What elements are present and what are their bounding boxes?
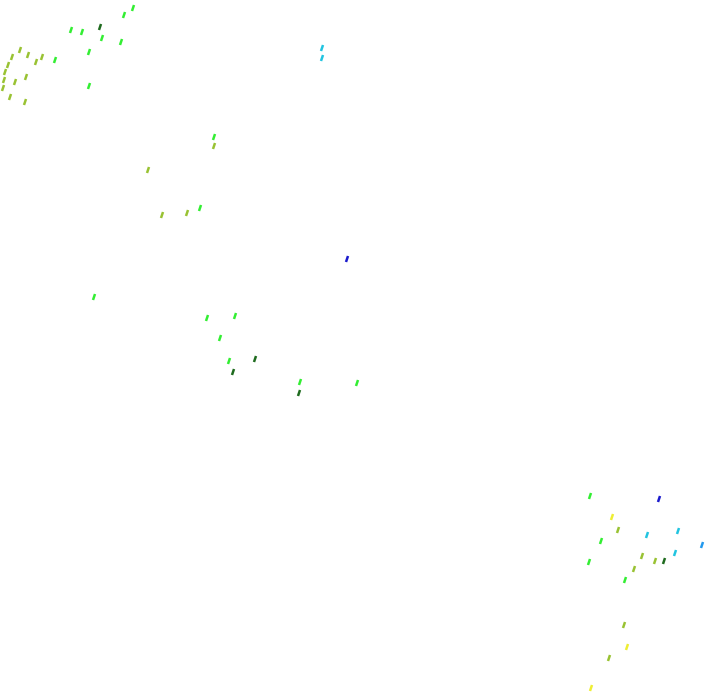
dash-mark [52,56,58,64]
dash-mark [217,334,223,342]
dash-mark [197,204,203,212]
dash-mark [7,93,13,101]
dash-mark [297,378,303,386]
dash-mark [699,541,705,549]
dash-mark [184,209,190,217]
dash-mark [39,53,45,61]
dash-mark [639,552,645,560]
dash-mark [2,68,8,76]
dash-mark [145,166,151,174]
dash-mark [79,28,85,36]
dash-mark [1,76,7,84]
dash-mark [33,58,39,66]
dash-mark [319,44,325,52]
dash-mark [644,531,650,539]
dash-mark [5,61,11,69]
dash-mark [25,51,31,59]
dash-mark [226,357,232,365]
dash-mark [23,73,29,81]
dash-mark [230,368,236,376]
dash-mark [0,84,6,92]
dash-mark [588,684,594,692]
dash-mark [622,576,628,584]
dash-mark [615,526,621,534]
dash-mark [86,82,92,90]
dash-mark [204,314,210,322]
dash-mark [624,643,630,651]
dash-mark [598,537,604,545]
dash-mark [621,621,627,629]
dash-mark [652,557,658,565]
dash-mark [9,53,15,61]
dash-mark [661,557,667,565]
dash-mark [22,98,28,106]
dash-mark [586,558,592,566]
dash-mark [118,38,124,46]
dash-mark [587,492,593,500]
dash-mark [121,11,127,19]
mark-layer [0,4,705,692]
dash-mark [319,54,325,62]
dash-mark [232,312,238,320]
dash-mark [91,293,97,301]
dash-mark [97,23,103,31]
dash-mark [672,549,678,557]
dash-mark [675,527,681,535]
dash-mark [130,4,136,12]
dash-mark [159,211,165,219]
dash-mark [99,34,105,42]
dash-mark [12,78,18,86]
dash-mark [296,389,302,397]
dash-mark [252,355,258,363]
dash-mark [211,142,217,150]
dash-mark [609,513,615,521]
dash-mark [344,255,350,263]
dash-mark [86,48,92,56]
dash-mark [68,26,74,34]
dash-mark [211,133,217,141]
dash-mark [354,379,360,387]
dash-mark [631,565,637,573]
dash-mark [17,46,23,54]
dash-mark [656,495,662,503]
dash-mark [606,654,612,662]
